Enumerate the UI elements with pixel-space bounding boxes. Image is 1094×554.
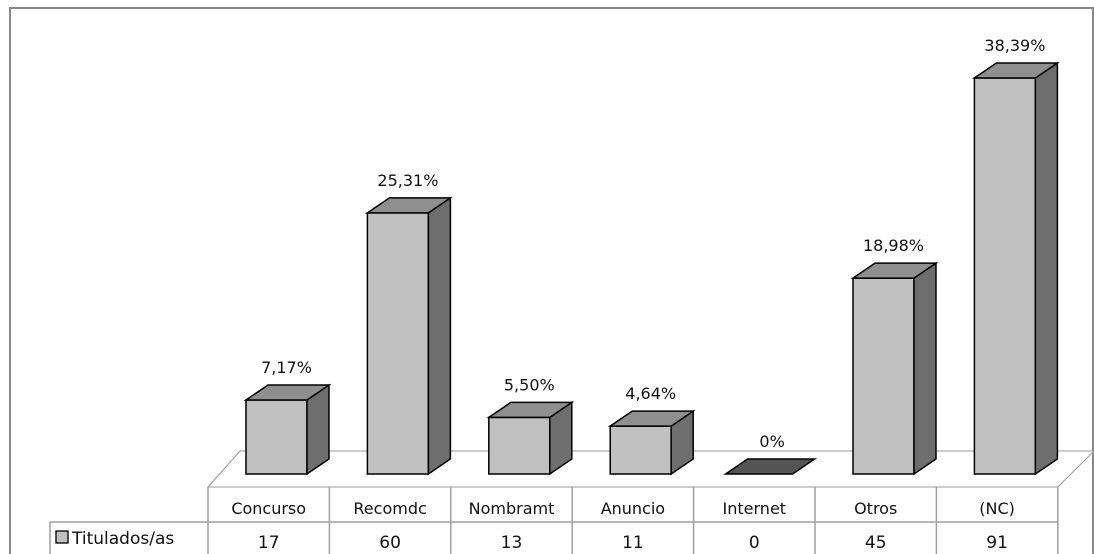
table-value: 11	[622, 533, 644, 553]
bar-internet	[723, 458, 818, 475]
bar-front	[366, 212, 430, 475]
bar-front	[973, 77, 1037, 475]
category-label: Recomdc	[353, 499, 426, 518]
chart-frame	[9, 7, 1094, 554]
table-value: 91	[986, 533, 1008, 553]
category-label: Otros	[854, 499, 897, 518]
data-label: 0%	[759, 432, 784, 451]
bar-nombramt	[486, 401, 575, 476]
data-label: 18,98%	[863, 236, 924, 255]
category-label: Nombramt	[469, 499, 555, 518]
bar-side	[1034, 61, 1059, 476]
bar-concurso	[243, 383, 332, 476]
legend-label: Titulados/as	[71, 529, 174, 549]
bar-top	[850, 262, 939, 279]
data-label: 25,31%	[377, 171, 438, 190]
bar-recomdc	[364, 196, 453, 476]
bar-front	[488, 416, 551, 475]
category-label: Internet	[723, 499, 787, 518]
data-label: 5,50%	[504, 375, 555, 394]
bar-top	[971, 62, 1060, 79]
bar-top	[243, 384, 332, 401]
bar-nc	[971, 61, 1060, 476]
data-label: 4,64%	[625, 384, 676, 403]
table-value: 0	[749, 533, 760, 553]
bar-front	[852, 277, 915, 475]
bar-otros	[850, 261, 939, 476]
table-value: 45	[865, 533, 887, 553]
bar-side	[427, 196, 452, 476]
bar-top	[364, 197, 453, 214]
legend-key	[55, 530, 69, 544]
table-value: 17	[258, 533, 280, 553]
data-label: 7,17%	[261, 358, 312, 377]
table-value: 60	[379, 533, 401, 553]
bar-front	[245, 399, 308, 475]
bar-top	[607, 410, 696, 427]
category-label: Concurso	[231, 499, 306, 518]
category-label: Anuncio	[601, 499, 665, 518]
bar-top	[486, 401, 575, 419]
table-value: 13	[501, 533, 523, 553]
bar-front	[609, 425, 672, 475]
category-label: (NC)	[979, 499, 1015, 518]
data-label: 38,39%	[984, 36, 1045, 55]
bar-side	[913, 261, 937, 476]
bar-flat	[723, 458, 818, 475]
bar-anuncio	[607, 409, 696, 476]
